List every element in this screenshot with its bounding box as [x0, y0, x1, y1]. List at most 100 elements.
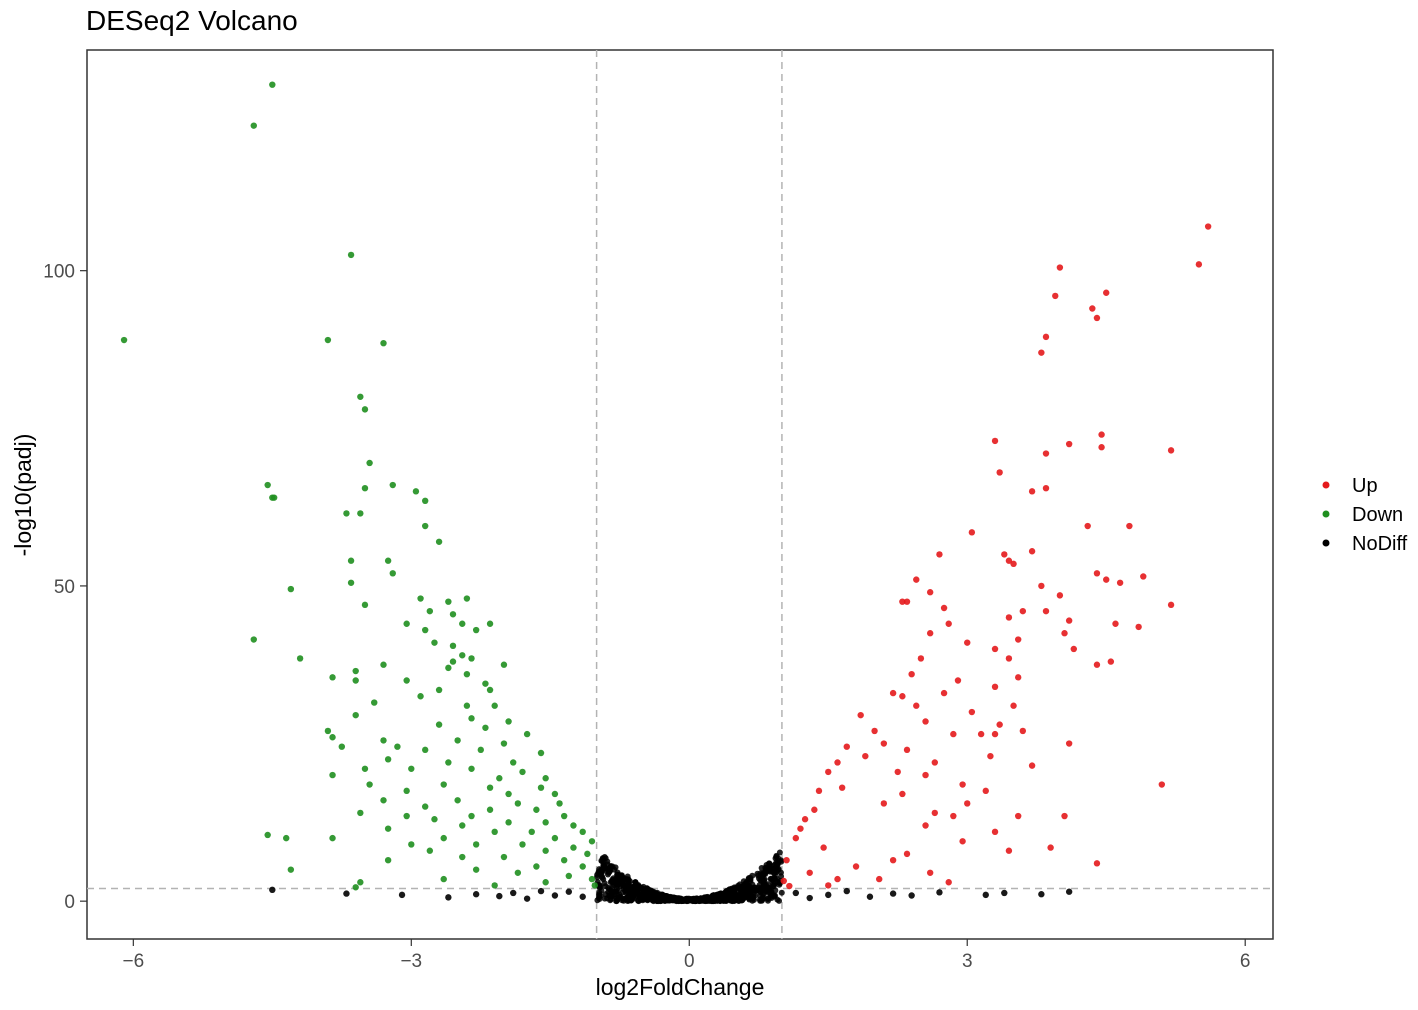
point-down — [329, 771, 336, 779]
point-up — [1005, 614, 1013, 621]
point-nodiff — [757, 870, 764, 877]
point-down — [459, 652, 466, 659]
point-up — [1089, 305, 1096, 312]
point-nodiff — [594, 897, 601, 904]
point-up — [931, 809, 939, 817]
point-down — [366, 781, 373, 788]
point-up — [936, 551, 943, 558]
point-up — [954, 677, 962, 684]
point-nodiff — [645, 896, 652, 903]
point-down — [250, 636, 257, 643]
point-up — [1014, 636, 1022, 643]
point-nodiff — [661, 897, 668, 904]
point-down — [542, 847, 549, 854]
point-nodiff — [908, 892, 915, 899]
point-nodiff — [595, 868, 602, 875]
point-up — [913, 702, 920, 709]
point-down — [468, 655, 475, 662]
point-up — [1005, 655, 1013, 662]
point-down — [505, 718, 512, 725]
point-up — [968, 708, 976, 716]
point-up — [959, 781, 966, 788]
point-up — [991, 683, 999, 691]
x-tick-label: −3 — [400, 951, 422, 972]
point-down — [500, 740, 508, 747]
point-down — [551, 834, 559, 842]
point-down — [352, 677, 359, 684]
point-up — [1052, 292, 1059, 300]
point-up — [940, 604, 948, 612]
point-nodiff — [445, 894, 452, 901]
point-down — [491, 702, 498, 709]
point-up — [889, 689, 897, 697]
point-up — [945, 620, 952, 627]
point-up — [926, 589, 934, 596]
point-nodiff — [760, 891, 767, 898]
point-up — [1098, 431, 1105, 438]
point-down — [384, 856, 392, 864]
point-up — [1001, 551, 1008, 558]
point-down — [417, 595, 424, 602]
point-nodiff — [740, 895, 747, 902]
point-up — [959, 838, 966, 845]
point-nodiff — [613, 881, 620, 888]
point-nodiff — [718, 891, 725, 898]
point-down — [250, 122, 257, 129]
point-nodiff — [676, 895, 683, 902]
point-down — [384, 825, 392, 832]
point-down — [324, 727, 332, 735]
point-up — [1028, 488, 1036, 495]
point-down — [533, 863, 540, 870]
point-up — [982, 787, 989, 795]
point-down — [579, 863, 586, 870]
point-down — [389, 481, 396, 489]
point-down — [486, 686, 494, 694]
point-nodiff — [866, 893, 874, 900]
point-up — [917, 655, 925, 662]
point-down — [482, 724, 489, 731]
point-nodiff — [762, 867, 769, 874]
point-nodiff — [703, 895, 710, 902]
point-down — [588, 838, 596, 845]
point-up — [1065, 740, 1073, 747]
point-nodiff — [663, 893, 670, 900]
point-up — [899, 598, 906, 605]
point-up — [991, 828, 999, 836]
point-nodiff — [1065, 888, 1073, 895]
point-down — [426, 847, 434, 854]
point-up — [1093, 314, 1101, 322]
point-down — [482, 680, 489, 687]
point-up — [1098, 444, 1105, 451]
point-nodiff — [597, 883, 604, 890]
y-axis: 0 50 100 — [43, 262, 87, 913]
point-nodiff — [612, 864, 619, 871]
point-up — [996, 721, 1003, 728]
point-up — [964, 800, 971, 807]
point-down — [389, 570, 396, 577]
x-tick-label: 0 — [684, 951, 695, 972]
point-down — [352, 711, 359, 719]
point-up — [950, 812, 957, 820]
point-up — [1103, 576, 1110, 583]
point-up — [801, 816, 809, 823]
point-down — [264, 481, 271, 489]
point-up — [894, 768, 901, 776]
y-tick-label: 100 — [43, 262, 75, 283]
point-down — [417, 693, 424, 700]
point-down — [463, 702, 471, 709]
point-down — [440, 834, 447, 842]
point-up — [1056, 264, 1064, 271]
point-down — [542, 819, 549, 826]
point-up — [931, 759, 939, 766]
point-up — [1093, 661, 1101, 668]
point-nodiff — [607, 879, 614, 886]
point-down — [454, 737, 461, 744]
point-up — [991, 730, 999, 738]
point-down — [449, 642, 457, 650]
point-down — [421, 522, 429, 530]
point-up — [838, 784, 846, 791]
point-nodiff — [769, 877, 776, 884]
point-nodiff — [613, 898, 620, 905]
point-up — [862, 752, 869, 760]
point-up — [1042, 333, 1050, 341]
